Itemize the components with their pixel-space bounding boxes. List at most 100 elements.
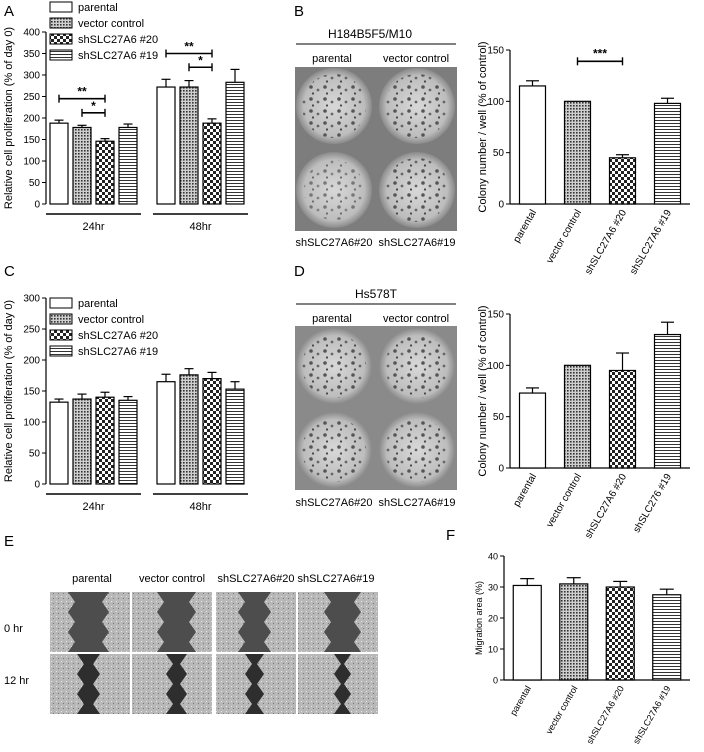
legend-swatch bbox=[49, 1, 73, 13]
group-label: 48hr bbox=[189, 221, 211, 233]
colony-images-d: Hs578T parental vector control shSLC27A6… bbox=[295, 287, 457, 509]
bar bbox=[518, 85, 547, 205]
y-tick-label: 150 bbox=[23, 387, 40, 398]
category-label: shSLC27A6 #19 bbox=[631, 684, 672, 746]
bar bbox=[225, 388, 245, 485]
y-axis-label: Relative cell proliferation (% of day 0) bbox=[3, 27, 15, 209]
y-tick-label: 300 bbox=[23, 71, 40, 82]
legend-label: parental bbox=[78, 298, 118, 310]
bar bbox=[156, 86, 176, 205]
wound-row-12hr: 12 hr bbox=[4, 675, 29, 687]
bar bbox=[179, 374, 199, 485]
y-tick-label: 100 bbox=[487, 97, 504, 108]
wound-gap bbox=[157, 592, 196, 652]
y-tick-label: 0 bbox=[493, 676, 498, 686]
y-tick-label: 100 bbox=[23, 157, 40, 168]
colony-label-d-parental: parental bbox=[312, 313, 352, 325]
legend-swatch bbox=[49, 297, 73, 309]
legend-swatch bbox=[49, 313, 73, 325]
y-tick-label: 100 bbox=[23, 418, 40, 429]
category-label: parental bbox=[508, 684, 533, 717]
y-axis-label: Migration area (%) bbox=[474, 581, 484, 655]
legend-label: shSLC27A6 #19 bbox=[78, 346, 158, 358]
bar bbox=[179, 86, 199, 205]
wound-gap bbox=[238, 592, 271, 652]
sig-marker: * bbox=[91, 99, 96, 113]
y-tick-label: 30 bbox=[488, 583, 498, 593]
panel-label-e: E bbox=[4, 533, 14, 550]
y-tick-label: 50 bbox=[29, 178, 41, 189]
colony-label-b-parental: parental bbox=[312, 53, 352, 65]
category-label: vector control bbox=[545, 472, 585, 529]
legend-label: shSLC27A6 #20 bbox=[78, 330, 158, 342]
category-label: shSLC27A6 #20 bbox=[583, 208, 629, 277]
category-label: vector control bbox=[545, 208, 585, 265]
y-axis-label: Colony number / well (% of control) bbox=[477, 41, 489, 212]
y-tick-label: 250 bbox=[23, 92, 40, 103]
colony-label-d-vector: vector control bbox=[383, 313, 449, 325]
bar bbox=[49, 122, 69, 205]
legend-swatch bbox=[49, 329, 73, 341]
legend-swatch bbox=[49, 17, 73, 29]
wound-col-sh20: shSLC27A6#20 bbox=[217, 573, 294, 585]
colony-title-b: H184B5F5/M10 bbox=[328, 27, 412, 41]
bar bbox=[202, 122, 222, 205]
y-tick-label: 350 bbox=[23, 49, 40, 60]
wound-gap bbox=[166, 654, 187, 714]
y-tick-label: 300 bbox=[23, 294, 40, 305]
wound-gap bbox=[245, 654, 264, 714]
y-tick-label: 50 bbox=[493, 148, 505, 159]
legend-label: vector control bbox=[78, 314, 144, 326]
y-tick-label: 50 bbox=[493, 412, 505, 423]
colony-title-d: Hs578T bbox=[355, 287, 398, 301]
y-tick-label: 150 bbox=[23, 135, 40, 146]
group-label: 24hr bbox=[82, 221, 104, 233]
legend-swatch bbox=[49, 49, 73, 61]
bar bbox=[608, 157, 637, 205]
group-label: 24hr bbox=[82, 501, 104, 513]
wound-images-e: parental vector control shSLC27A6#20 shS… bbox=[4, 573, 378, 714]
category-label: shSLC27A6 #20 bbox=[583, 472, 629, 541]
y-tick-label: 40 bbox=[488, 552, 498, 562]
bar bbox=[518, 392, 547, 469]
y-tick-label: 0 bbox=[34, 200, 40, 211]
bar bbox=[95, 396, 115, 485]
wound-col-sh19: shSLC27A6#19 bbox=[297, 573, 374, 585]
bar bbox=[156, 381, 176, 485]
group-label: 48hr bbox=[189, 501, 211, 513]
chart-panel-a: 0 50 100 150 200 250 300 350 400 Relative cell pr… bbox=[3, 1, 248, 233]
wound-gap bbox=[77, 654, 100, 714]
y-axis-label: Colony number / well (% of control) bbox=[477, 305, 489, 476]
bar bbox=[202, 378, 222, 485]
colony-label-b-sh19: shSLC27A6#19 bbox=[378, 237, 455, 249]
wound-gap bbox=[324, 592, 361, 652]
category-label: shSLC27A6 #19 bbox=[628, 208, 674, 277]
y-tick-label: 50 bbox=[29, 449, 41, 460]
bar bbox=[605, 586, 635, 681]
bar bbox=[72, 398, 92, 485]
y-tick-label: 200 bbox=[23, 356, 40, 367]
bar bbox=[608, 369, 637, 469]
bar bbox=[72, 126, 92, 205]
wound-col-parental: parental bbox=[72, 573, 112, 585]
wound-gap bbox=[334, 654, 351, 714]
category-label: shSLC27A6 #20 bbox=[585, 684, 626, 746]
wound-cell-background bbox=[132, 654, 212, 714]
bar bbox=[512, 584, 542, 681]
category-label: shSLC276 #19 bbox=[631, 472, 674, 535]
wound-row-0hr: 0 hr bbox=[4, 623, 23, 635]
y-tick-label: 0 bbox=[34, 480, 40, 491]
colony-images-b: H184B5F5/M10 parental vector control shS… bbox=[295, 27, 457, 249]
bar bbox=[563, 100, 592, 205]
sig-marker: ** bbox=[77, 85, 87, 99]
legend-swatch bbox=[49, 345, 73, 357]
bar bbox=[653, 102, 682, 205]
y-tick-label: 250 bbox=[23, 325, 40, 336]
legend-label: shSLC27A6 #19 bbox=[78, 50, 158, 62]
legend-label: vector control bbox=[78, 18, 144, 30]
y-tick-label: 0 bbox=[498, 200, 504, 211]
category-label: parental bbox=[512, 472, 540, 509]
panel-label-a: A bbox=[4, 3, 14, 20]
